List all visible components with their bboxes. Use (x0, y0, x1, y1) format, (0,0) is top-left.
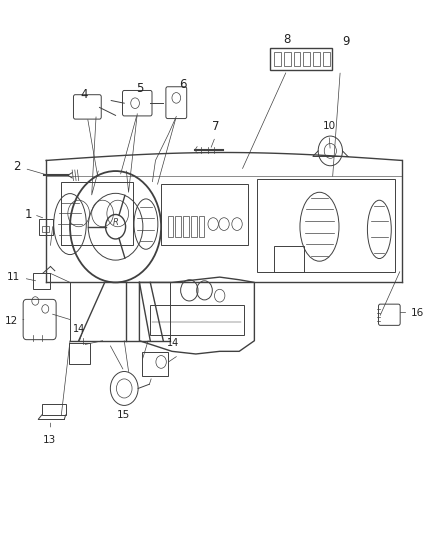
Bar (150, 305, 244, 335)
Text: 6: 6 (179, 78, 187, 91)
Bar (323, 52, 330, 66)
Text: 15: 15 (117, 410, 130, 420)
Text: 9: 9 (342, 35, 349, 47)
Text: 4: 4 (80, 87, 88, 101)
Bar (42, 405, 66, 415)
Bar (176, 216, 181, 237)
Bar (284, 52, 291, 66)
Bar (274, 246, 304, 272)
Bar (61, 182, 133, 245)
Bar (304, 52, 310, 66)
Text: 11: 11 (7, 272, 20, 282)
Bar (293, 52, 300, 66)
Text: 14: 14 (167, 338, 179, 349)
Text: 16: 16 (410, 308, 424, 318)
Bar (39, 219, 53, 235)
Text: 12: 12 (5, 316, 18, 326)
Bar (191, 216, 197, 237)
Bar (142, 352, 169, 376)
Bar (269, 48, 332, 70)
Bar (257, 179, 396, 272)
Bar (183, 216, 189, 237)
Text: 1: 1 (25, 208, 32, 221)
Text: 8: 8 (283, 33, 291, 46)
Bar (199, 216, 205, 237)
Bar (313, 52, 320, 66)
Text: 10: 10 (322, 122, 336, 131)
Bar (42, 225, 49, 232)
Text: 5: 5 (136, 82, 143, 95)
Text: 7: 7 (212, 120, 219, 133)
Bar (168, 216, 173, 237)
Text: 14: 14 (73, 324, 85, 334)
Bar (161, 184, 248, 245)
Bar (33, 273, 50, 289)
Bar (69, 343, 90, 364)
Text: 2: 2 (14, 160, 21, 173)
Bar (274, 52, 281, 66)
Text: R: R (113, 218, 119, 227)
Text: 13: 13 (43, 434, 56, 445)
